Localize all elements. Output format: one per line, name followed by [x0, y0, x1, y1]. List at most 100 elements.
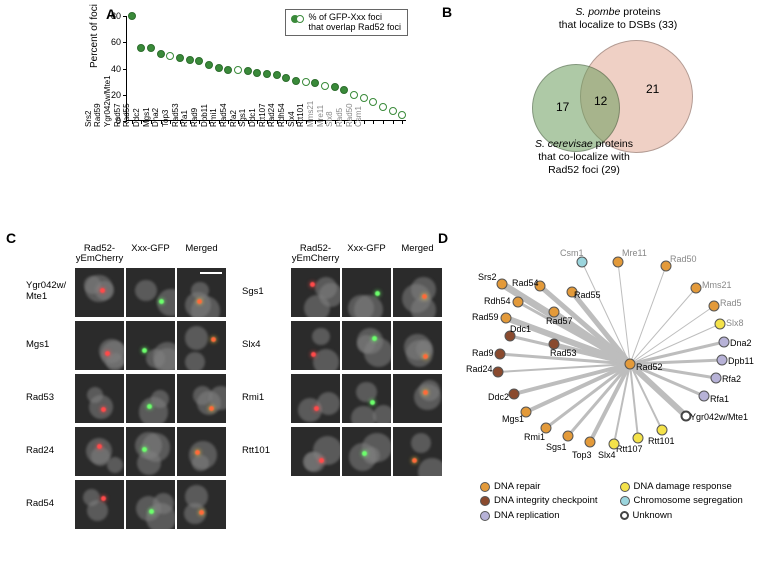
node-label: Srs2	[478, 272, 497, 282]
node-label: Rad53	[550, 348, 577, 358]
marker-top3	[205, 61, 213, 69]
node-label: Dpb11	[728, 356, 754, 366]
x-label: Top3	[161, 110, 170, 127]
x-label: Rad59	[93, 103, 102, 127]
node-label: Ygr042w/Mte1	[690, 412, 748, 422]
marker-ddc2	[176, 54, 184, 62]
micrograph-cell	[125, 373, 176, 424]
marker-rad59	[137, 44, 145, 52]
node-dna2	[719, 337, 730, 348]
node-rfa1	[699, 391, 710, 402]
marker-rad50	[389, 107, 397, 115]
node-slx8	[715, 319, 726, 330]
node-mms21	[691, 283, 702, 294]
micrograph-cell	[341, 373, 392, 424]
x-label: Rtt101	[296, 103, 305, 127]
marker-rtt107	[302, 78, 310, 86]
marker-rtt101	[340, 86, 348, 94]
node-top3	[585, 437, 596, 448]
panel-d-legend: DNA repairDNA integrity checkpointDNA re…	[480, 480, 743, 523]
node-slx4	[609, 439, 620, 450]
micrograph-cell	[290, 267, 341, 318]
x-label: Mms21	[306, 101, 315, 127]
micrograph-row: Rad53	[26, 373, 228, 424]
chart-a-legend: % of GFP-Xxx foci that overlap Rad52 foc…	[285, 9, 408, 36]
node-label: Rad24	[466, 364, 493, 374]
x-label: Rtt107	[258, 103, 267, 127]
micrograph-cell	[392, 320, 443, 371]
x-label: Dpb11	[200, 104, 209, 127]
marker-srs2	[128, 12, 136, 20]
x-label: Ygr042w/Mte1	[103, 75, 112, 127]
node-label: Rad59	[472, 312, 499, 322]
marker-ygr042w/mte1	[147, 44, 155, 52]
micrograph-cell	[74, 426, 125, 477]
panel-c-left-col: Rad52- yEmCherryXxx-GFPMergedYgr042w/ Mt…	[26, 244, 228, 530]
micrograph-cell	[290, 320, 341, 371]
node-rad59	[501, 313, 512, 324]
venn-left-num: 17	[556, 100, 569, 114]
micrograph-cell	[176, 320, 227, 371]
node-label: Rfa2	[722, 374, 741, 384]
micrograph-cell	[74, 267, 125, 318]
node-label: Top3	[572, 450, 592, 460]
node-rad5	[709, 301, 720, 312]
venn-mid-num: 12	[594, 94, 607, 108]
x-label: Rmi1	[209, 108, 218, 127]
y-axis-label: Percent of foci	[89, 4, 100, 68]
marker-mms21	[350, 91, 358, 99]
marker-sgs1	[282, 74, 290, 82]
legend-left-col: DNA repairDNA integrity checkpointDNA re…	[480, 480, 598, 523]
micrograph-cell	[125, 267, 176, 318]
micrograph-row: Rad24	[26, 426, 228, 477]
x-label: Rad53	[171, 103, 180, 127]
marker-rfa2	[273, 71, 281, 79]
node-rdh54	[513, 297, 524, 308]
node-label: Rmi1	[524, 432, 545, 442]
micrograph-cell	[290, 426, 341, 477]
marker-ddc1	[292, 77, 300, 85]
x-label: Rad54	[219, 103, 228, 127]
node-label: Csm1	[560, 248, 584, 258]
node-label: Rtt101	[648, 436, 675, 446]
x-label: Rad57	[113, 103, 122, 127]
micrograph-cell	[176, 426, 227, 477]
x-label: Slx8	[325, 111, 334, 127]
micrograph-cell	[392, 426, 443, 477]
x-label: Rad55	[122, 103, 131, 127]
micrograph-row: Slx4	[242, 320, 444, 371]
node-label: Rad5	[720, 298, 742, 308]
node-rtt107	[633, 433, 644, 444]
micrograph-cell	[341, 426, 392, 477]
x-label: Ddc2	[132, 108, 141, 127]
micrograph-cell	[74, 373, 125, 424]
node-label: Rdh54	[484, 296, 511, 306]
x-label: Rfa2	[229, 110, 238, 127]
node-dpb11	[717, 355, 728, 366]
x-label: Mgs1	[142, 107, 151, 127]
x-label: Rad5	[335, 108, 344, 127]
micrograph-cell	[125, 479, 176, 530]
marker-dna2	[195, 57, 203, 65]
x-label: Ddc1	[248, 108, 257, 127]
marker-rad5	[379, 103, 387, 111]
x-label: Rfa1	[180, 110, 189, 127]
micrograph-row: Rtt101	[242, 426, 444, 477]
micrograph-cell	[125, 320, 176, 371]
micrograph-row: Rad54	[26, 479, 228, 530]
marker-rfa1	[224, 66, 232, 74]
marker-rdh54	[321, 82, 329, 90]
x-label: Rdh54	[277, 103, 286, 127]
node-label: Rtt107	[616, 444, 643, 454]
marker-rad55	[166, 52, 174, 60]
node-mre11	[613, 257, 624, 268]
node-rad9	[495, 349, 506, 360]
venn-diagram: 17 12 21	[512, 40, 712, 140]
panel-b-label: B	[442, 4, 452, 20]
node-label: Rad9	[472, 348, 494, 358]
x-label: Srs2	[84, 111, 93, 127]
node-label: Mre11	[622, 248, 647, 258]
marker-slx8	[369, 98, 377, 106]
micrograph-cell	[392, 373, 443, 424]
node-label: Rad52	[636, 362, 663, 372]
